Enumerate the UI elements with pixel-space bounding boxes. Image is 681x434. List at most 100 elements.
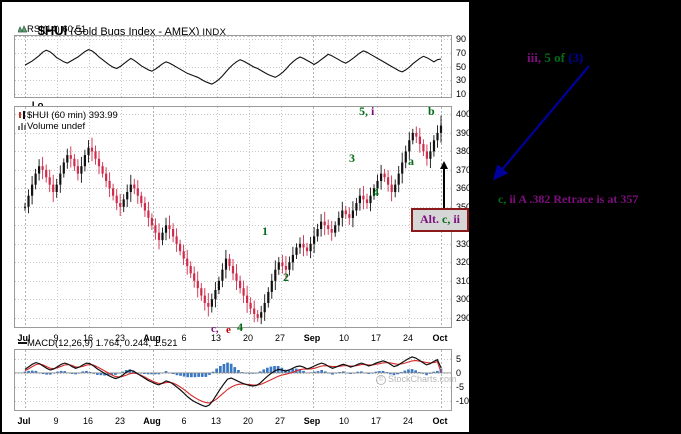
watermark: © StockCharts.com [376, 374, 457, 385]
gridline-horizontal [15, 151, 451, 153]
stockcharts-chart-card: $HUI (Gold Bugs Index - AMEX) INDX 5-Oct… [2, 2, 471, 432]
wave-label-1: 1 [262, 224, 268, 238]
y-tick-label: 360 [456, 183, 472, 194]
annotation-bottom-right: c, ii A .382 Retrace is at 357 [498, 192, 638, 207]
x-tick-label: 6 [181, 416, 187, 426]
x-tick-label: 24 [402, 333, 414, 343]
wave-label-b: b [428, 104, 435, 118]
gridline-vertical [345, 350, 346, 410]
gridline-vertical [185, 350, 186, 410]
y-tick-label: 310 [456, 275, 472, 286]
gridline-vertical [121, 350, 122, 410]
ann-3-text: (3) [568, 50, 584, 65]
gridline-horizontal [15, 299, 451, 301]
alt-callout-arrow-icon [440, 161, 448, 210]
wave-label-3: 3 [349, 151, 355, 165]
annotation-top-right: iii, 5 of (3) [527, 50, 583, 66]
y-tick-label: 5 [456, 353, 462, 364]
macd-line-icon [18, 342, 27, 344]
x-tick-label: Aug [143, 333, 161, 343]
x-tick-label: Oct [432, 333, 448, 343]
macd-legend-text: MACD(12,26,9) 1.764, 0.244, 1.521 [27, 338, 178, 349]
macd-plot [15, 356, 451, 408]
gridline-vertical [57, 107, 58, 327]
x-tick-label: 10 [338, 333, 350, 343]
low-label: Lo [32, 100, 44, 111]
x-tick-label: 13 [210, 416, 222, 426]
gridline-horizontal [15, 358, 451, 360]
y-tick-label: 90 [456, 34, 467, 45]
rsi-legend-text: RSI(14) 60.51 [27, 24, 87, 35]
y-tick-label: -5 [456, 382, 465, 393]
y-tick-label: 30 [456, 75, 467, 86]
gridline-horizontal [15, 387, 451, 389]
gridline-horizontal [15, 206, 451, 208]
gridline-vertical [25, 107, 26, 327]
y-tick-label: -10 [456, 396, 470, 407]
y-tick-label: 390 [456, 127, 472, 138]
gridline-vertical [121, 107, 122, 327]
rsi-legend: RSI(14) 60.51 [17, 24, 87, 35]
y-tick-label: 380 [456, 146, 472, 157]
macd-legend: MACD(12,26,9) 1.764, 0.244, 1.521 [18, 338, 178, 349]
volume-legend: Volume undef [18, 121, 85, 132]
gridline-vertical [249, 107, 250, 327]
alt-c-text: c, [442, 212, 451, 226]
gridline-horizontal [15, 317, 451, 319]
price-legend: $HUI (60 min) 393.99 [18, 110, 118, 121]
ann-5of-text: 5 of [544, 50, 565, 65]
gridline-vertical [217, 350, 218, 410]
watermark-text: StockCharts.com [388, 374, 457, 384]
ann-c-text: c, [498, 192, 507, 206]
x-tick-label: 24 [402, 416, 414, 426]
x-tick-label: Oct [432, 416, 448, 426]
x-tick-label: Sep [303, 333, 321, 343]
x-axis-top: Jul 9 16 23 Aug 6 13 20 27 Sep 10 17 24 Oct [14, 330, 452, 344]
gridline-horizontal [15, 66, 451, 68]
gridline-horizontal [15, 243, 451, 245]
x-tick-label: 20 [242, 333, 254, 343]
gridline-vertical [409, 350, 410, 410]
copyright-icon: © [376, 375, 386, 385]
x-tick-label: 16 [82, 333, 94, 343]
gridline-vertical [217, 107, 218, 327]
symbol-text: $HUI [37, 23, 68, 38]
y-tick-label: 300 [456, 294, 472, 305]
gridline-vertical [89, 107, 90, 327]
gridline-horizontal [15, 80, 451, 82]
gridline-vertical [25, 350, 26, 410]
price-panel: $HUI (60 min) 393.99 Volume undef 400 390… [14, 104, 471, 385]
y-tick-label: 350 [456, 201, 472, 212]
wave-label-a: a [408, 154, 414, 168]
rsi-squiggle-icon [17, 25, 28, 33]
gridline-horizontal [15, 52, 451, 54]
gridline-horizontal [15, 169, 451, 171]
ann-retrace-text: A .382 Retrace is at 357 [518, 192, 639, 206]
x-tick-label: 17 [370, 333, 382, 343]
x-tick-label: 9 [53, 333, 59, 343]
gridline-horizontal [15, 39, 451, 41]
wave-label-c-axis: c, [211, 323, 219, 335]
gridline-horizontal [15, 132, 451, 134]
x-tick-label: 13 [210, 333, 222, 343]
gridline-horizontal [15, 188, 451, 190]
gridline-vertical [89, 350, 90, 410]
gridline-vertical [441, 350, 442, 410]
alt-callout-box[interactable]: Alt. c, ii [411, 208, 469, 232]
x-tick-label: Aug [143, 416, 161, 426]
gridline-vertical [313, 350, 314, 410]
gridline-vertical [57, 350, 58, 410]
ann-ii-text: ii [509, 192, 516, 206]
gridline-horizontal [15, 372, 451, 374]
gridline-vertical [153, 107, 154, 327]
blue-arrow-icon [492, 65, 590, 181]
wave-label-4-axis: 4 [237, 320, 243, 334]
gridline-vertical [377, 107, 378, 327]
wave-label-5-i: 5, i [359, 104, 375, 118]
x-tick-label: 10 [338, 416, 350, 426]
x-axis-bottom: Jul 9 16 23 Aug 6 13 20 27 Sep 10 17 24 Oct [14, 413, 452, 427]
x-tick-label: Sep [303, 416, 321, 426]
gridline-vertical [281, 350, 282, 410]
y-tick-label: 290 [456, 312, 472, 323]
